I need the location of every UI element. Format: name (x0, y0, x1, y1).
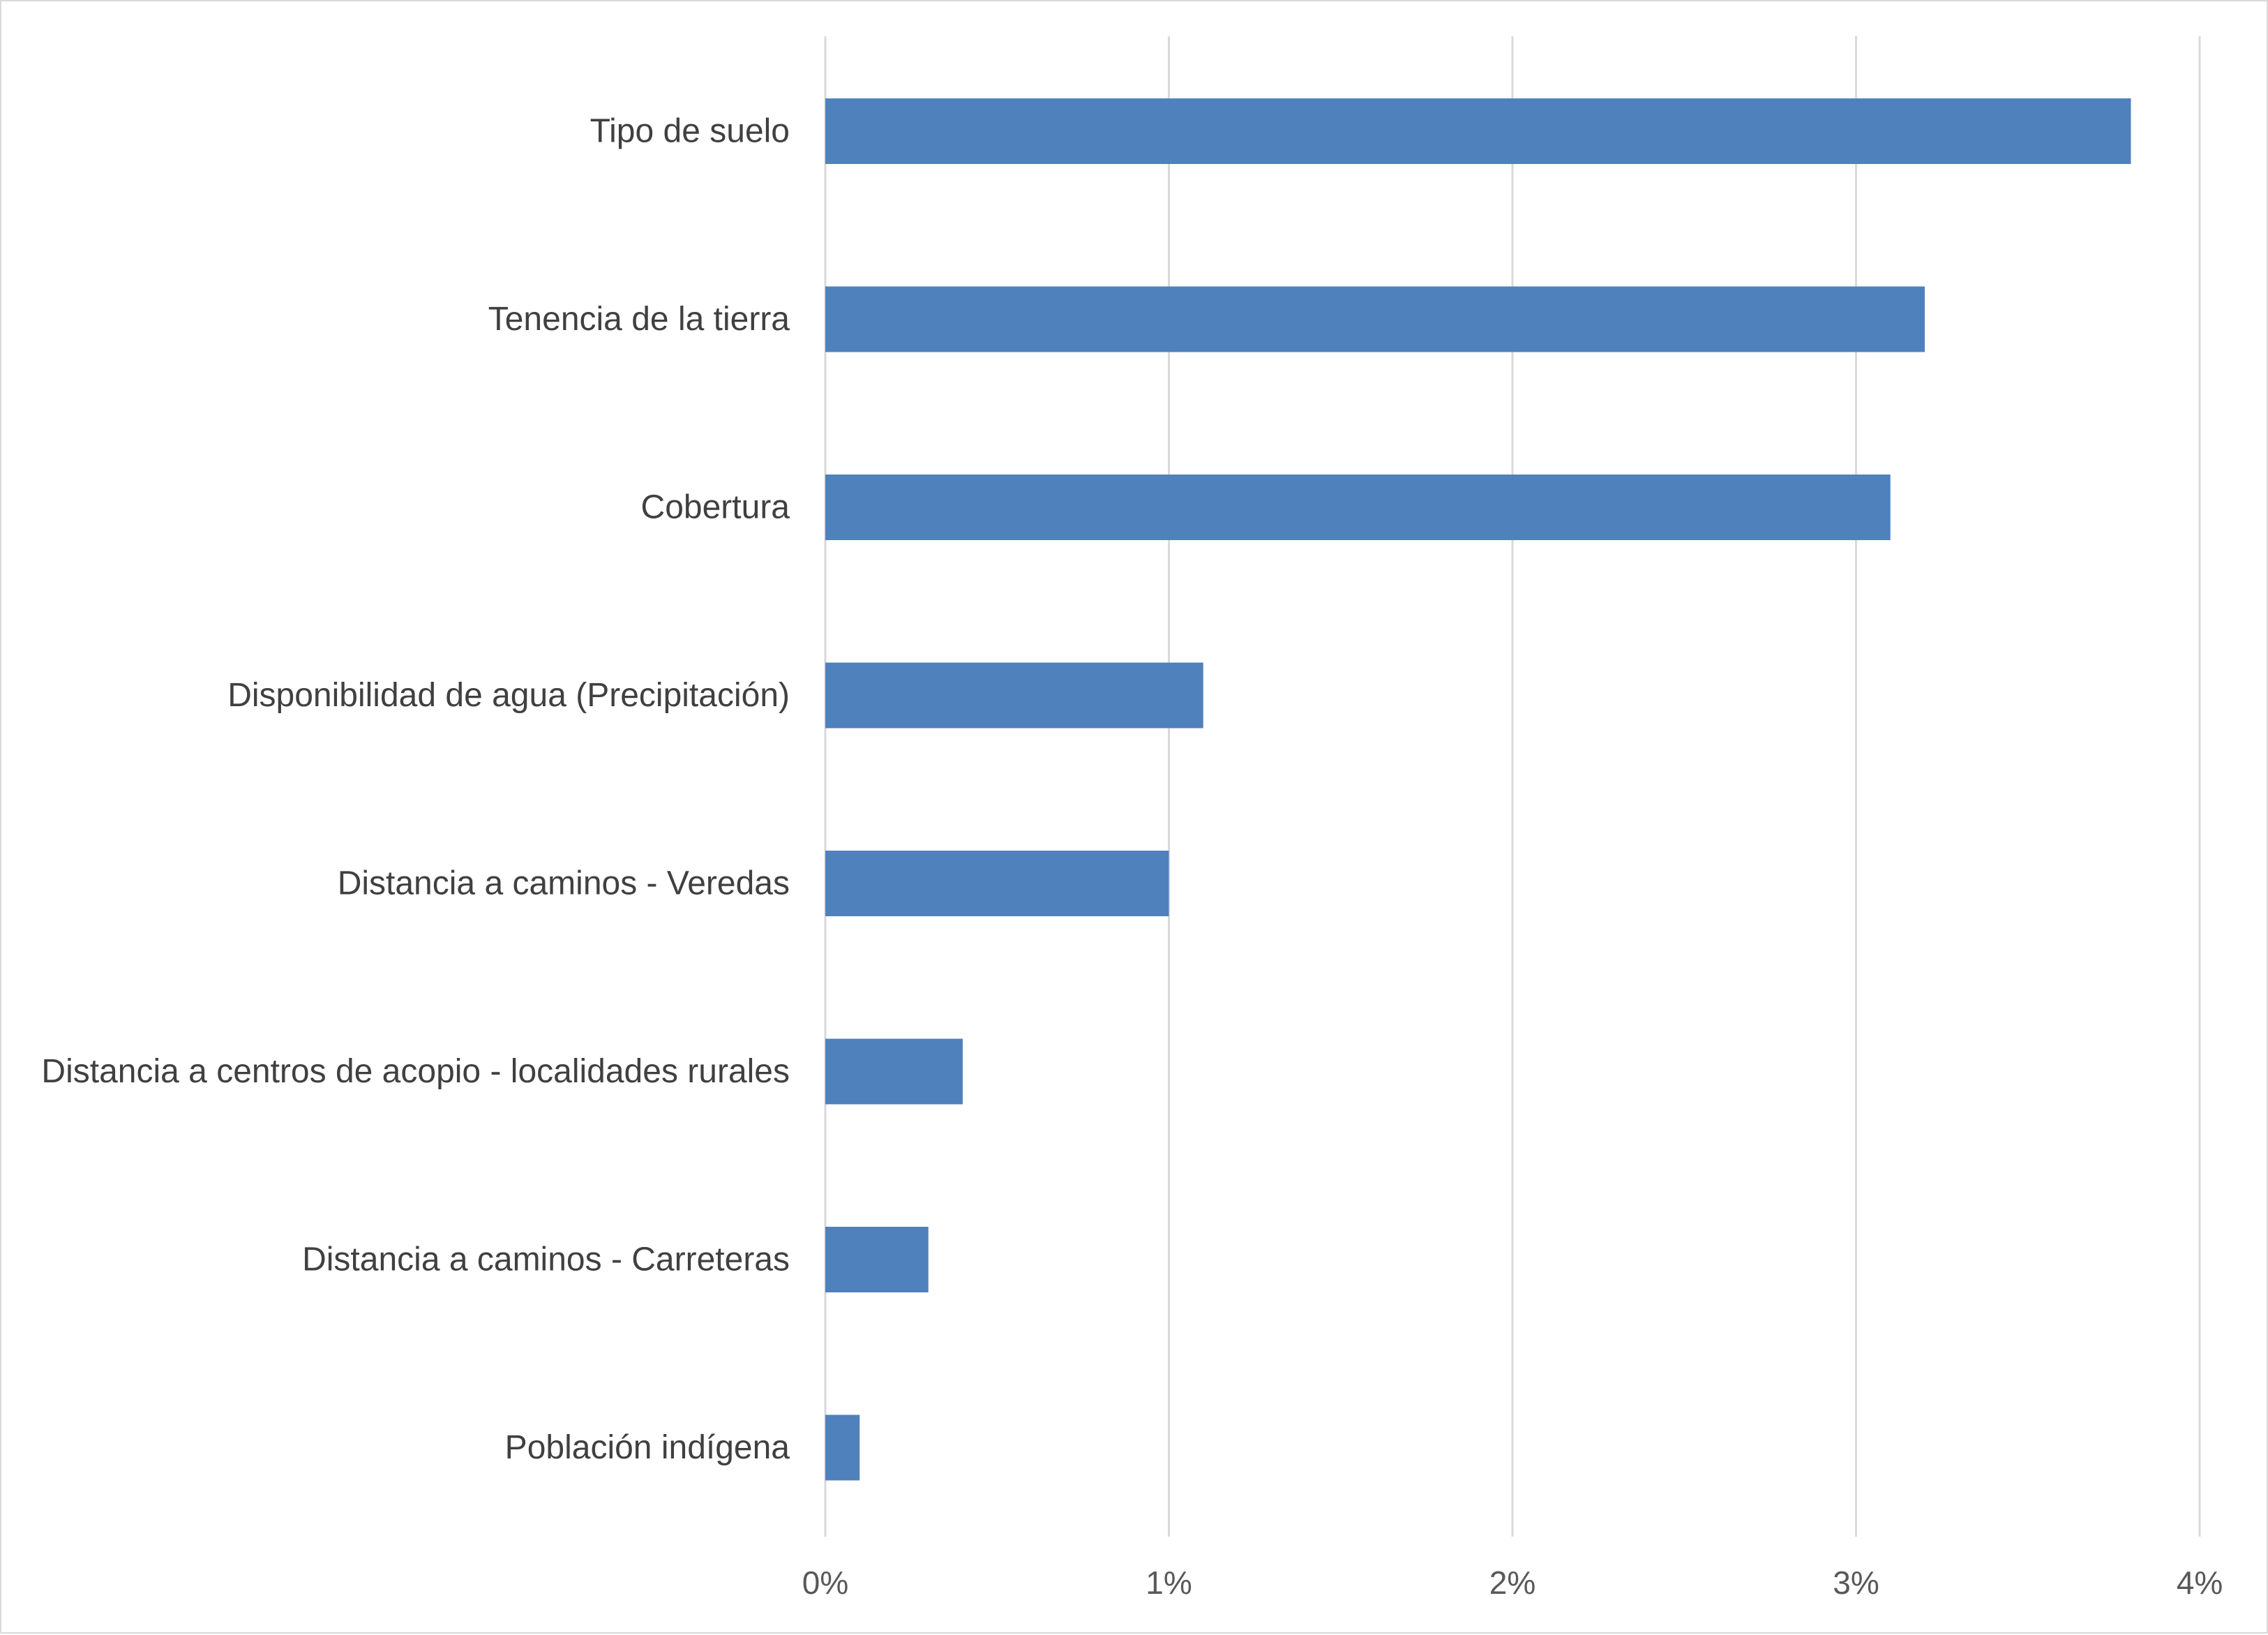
gridlines (824, 36, 2201, 1537)
category-label: Población indígena (505, 1429, 790, 1466)
category-label: Cobertura (641, 489, 790, 526)
bar (825, 1414, 860, 1481)
x-tick-label: 4% (2177, 1565, 2223, 1601)
x-tick-label: 1% (1146, 1565, 1192, 1601)
category-label: Disponibilidad de agua (Precipitación) (227, 677, 790, 714)
bar (825, 1227, 929, 1292)
category-label: Tipo de suelo (590, 113, 790, 150)
x-tick-label: 3% (1833, 1565, 1879, 1601)
category-labels: Tipo de suelo Tenencia de la tierra Cobert… (41, 113, 790, 1467)
bar (825, 286, 1925, 352)
x-axis-tick-labels: 0% 1% 2% 3% 4% (802, 1565, 2223, 1601)
category-label: Distancia a centros de acopio - localida… (41, 1053, 790, 1090)
bar (825, 475, 1891, 540)
x-tick-label: 2% (1489, 1565, 1535, 1601)
bars (825, 98, 2131, 1481)
bar (825, 98, 2131, 164)
x-tick-label: 0% (802, 1565, 848, 1601)
bar (825, 851, 1169, 916)
category-label: Distancia a caminos - Veredas (338, 865, 790, 902)
bar (825, 662, 1203, 729)
bar (825, 1038, 963, 1105)
category-label: Distancia a caminos - Carreteras (302, 1241, 790, 1278)
category-label: Tenencia de la tierra (488, 301, 790, 338)
